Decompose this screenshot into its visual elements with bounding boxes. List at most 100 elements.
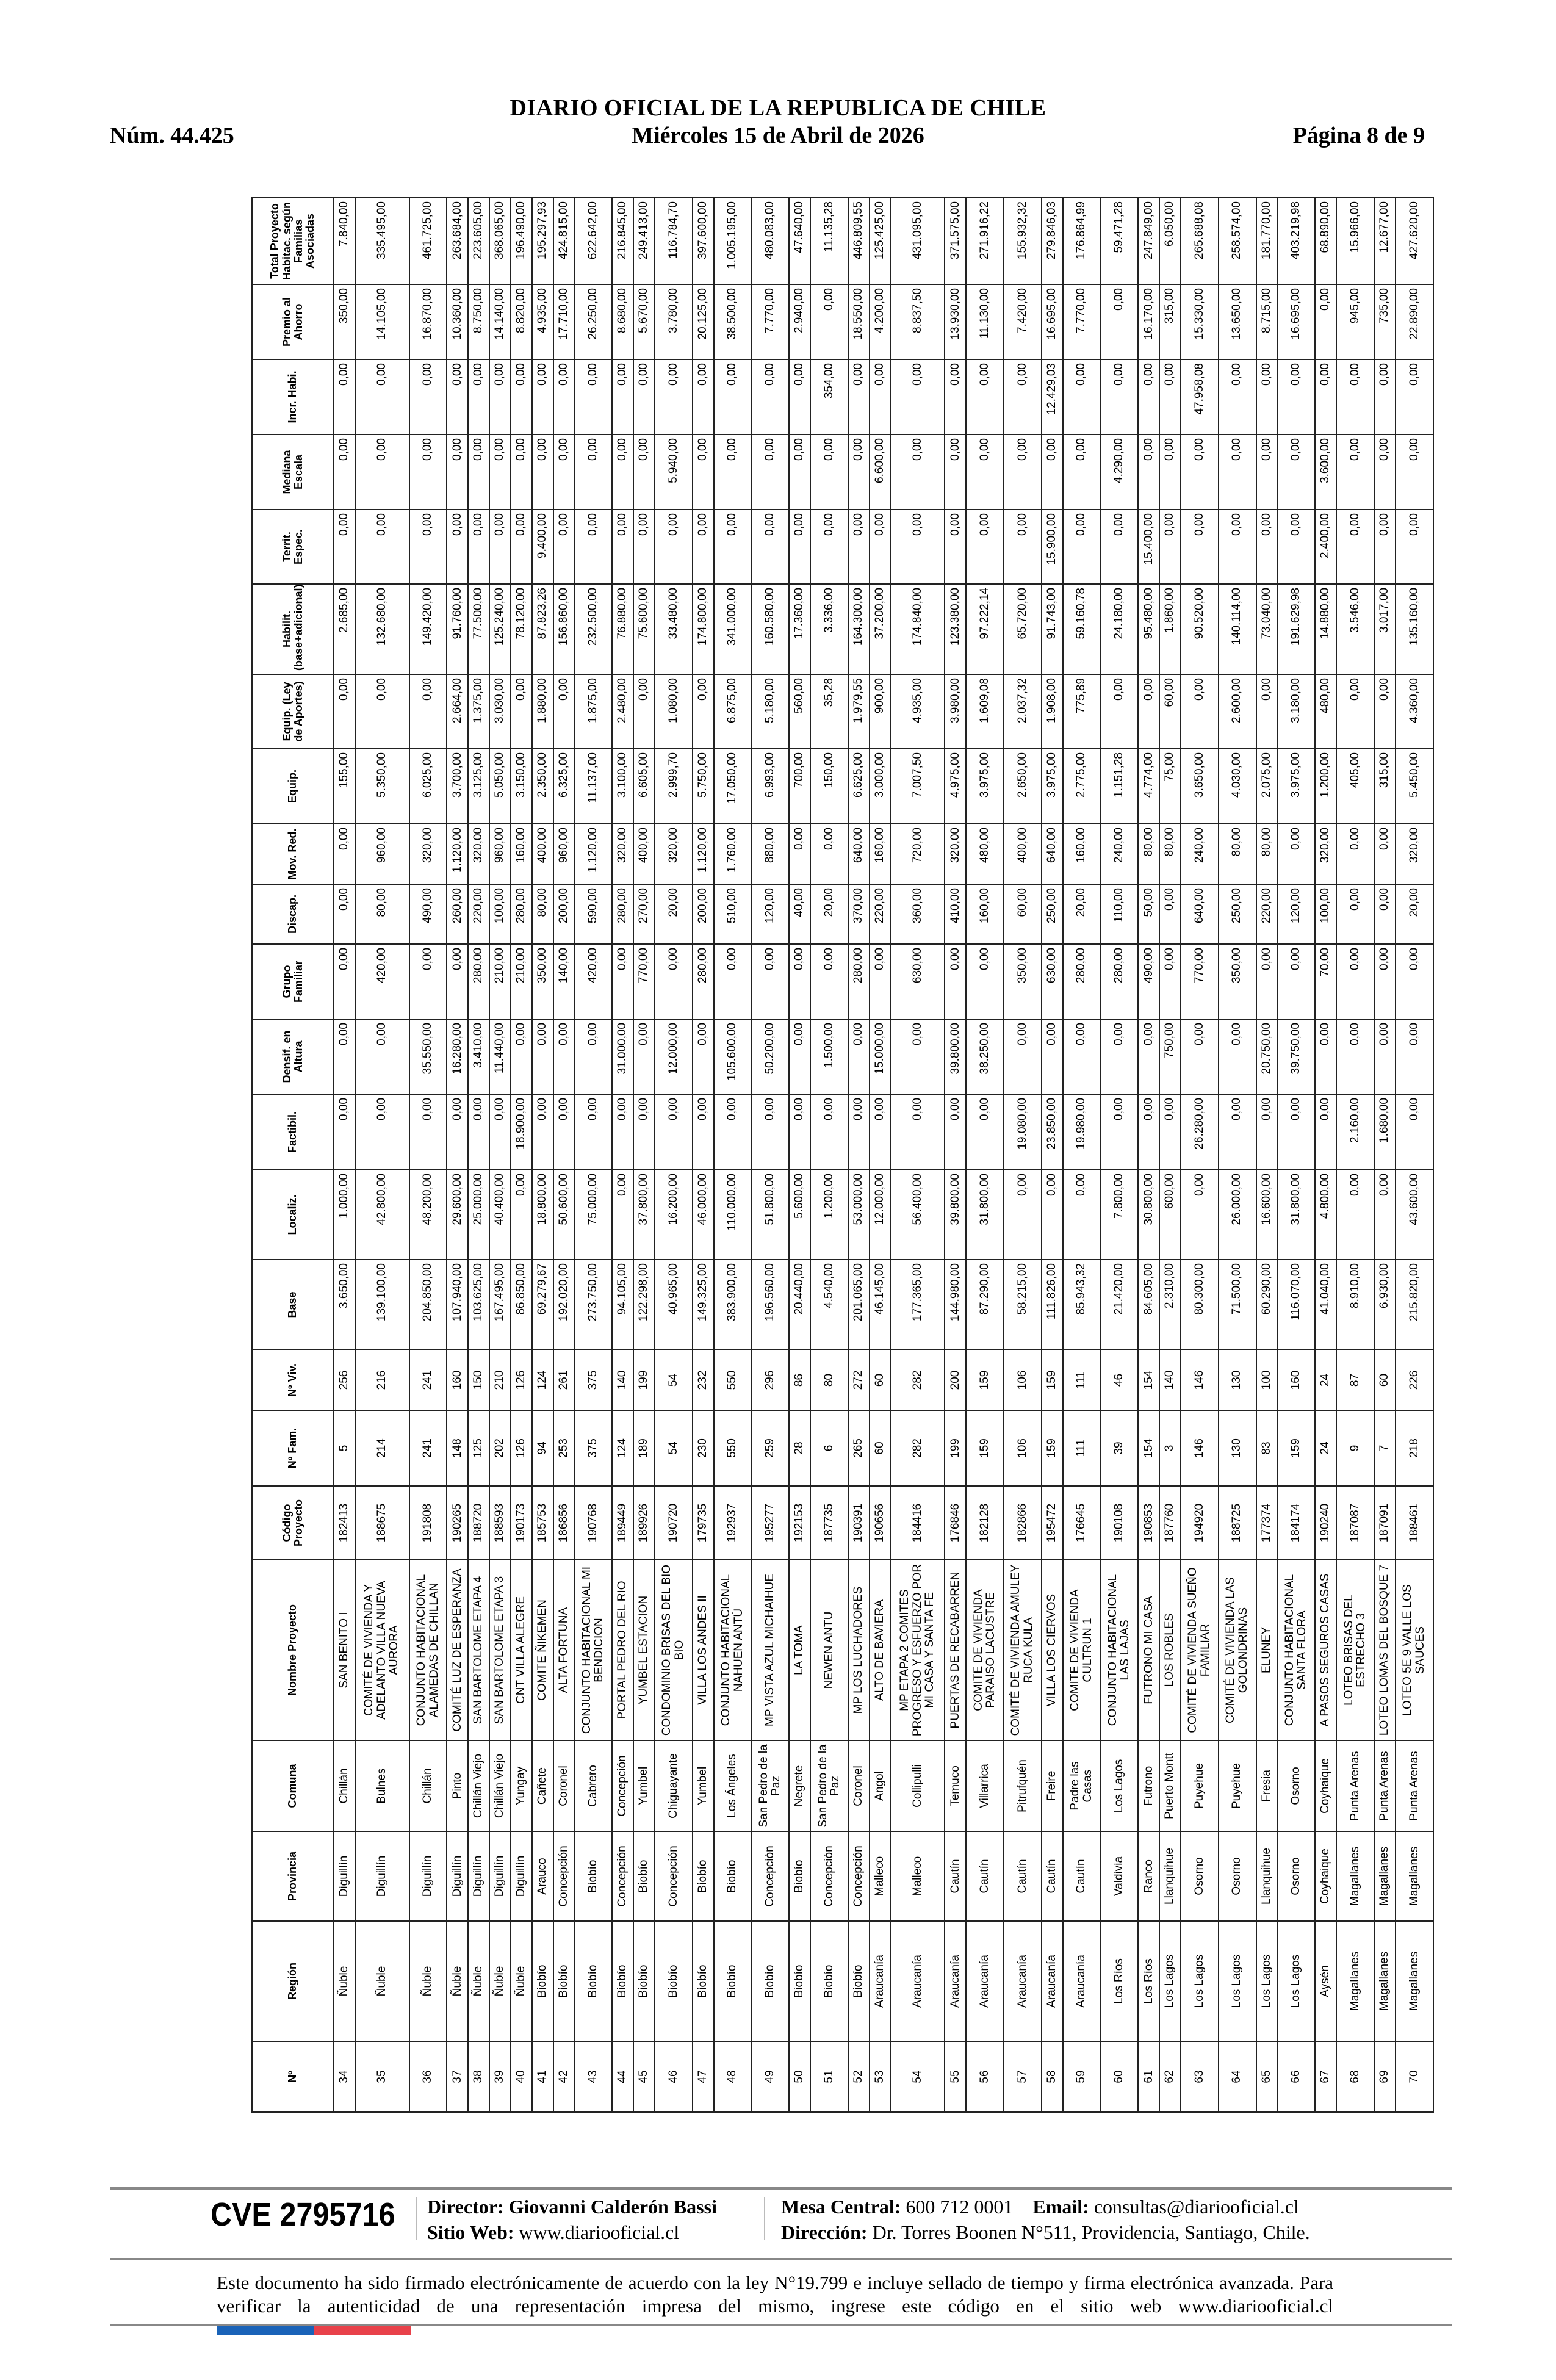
cell-equip-ley-aportes: 0,00 [510,674,532,749]
cell-n-viv: 86 [789,1350,811,1410]
cell-n: 69 [1374,2041,1396,2112]
cell-incr-habi: 0,00 [1218,359,1256,435]
cell-territ-espec: 2.400,00 [1315,510,1337,584]
cell-provincia: Magallanes [1395,1831,1433,1921]
cell-mov-red: 0,00 [810,824,848,884]
cell-densif-altura: 39.800,00 [945,1019,967,1094]
cell-discap: 370,00 [848,884,870,944]
cell-total-proyecto: 247.849,00 [1138,198,1160,284]
cell-equip: 17.050,00 [713,749,752,824]
cell-territ-espec: 0,00 [655,510,693,584]
cell-n-fam: 259 [751,1410,790,1486]
cell-nombre-proyecto: CONJUNTO HABITACIONAL ALAMEDAS DE CHILLA… [409,1560,447,1740]
cell-localiz: 56.400,00 [890,1170,945,1260]
cell-grupo-familiar: 0,00 [810,944,848,1019]
cell-n-viv: 100 [1256,1350,1278,1410]
cell-equip: 75,00 [1159,749,1181,824]
cell-total-proyecto: 258.574,00 [1218,198,1256,284]
cell-region: Biobío [633,1921,655,2041]
cell-provincia: Diguillín [447,1831,469,1921]
cell-n: 53 [869,2041,891,2112]
cell-n-fam: 124 [612,1410,634,1486]
table-row: 46 Biobío Concepción Chiguayante CONDOMINIO … [655,198,693,2112]
cell-nombre-proyecto: COMITÉ DE VIVIENDA Y ADELANTO VILLA NUEV… [355,1560,409,1740]
cell-factibil: 0,00 [1218,1094,1256,1170]
cell-equip-ley-aportes: 1.880,00 [531,674,553,749]
cell-localiz: 0,00 [510,1170,532,1260]
cell-region: Ñuble [510,1921,532,2041]
cell-equip: 6.993,00 [751,749,790,824]
address: Dr. Torres Boonen N°511, Providencia, Sa… [872,2221,1310,2243]
cell-factibil: 0,00 [692,1094,714,1170]
cell-localiz: 16.600,00 [1256,1170,1278,1260]
cell-n-viv: 241 [409,1350,447,1410]
cell-premio-ahorro: 7.420,00 [1004,284,1042,359]
cell-n: 34 [334,2041,355,2112]
cell-total-proyecto: 335.495,00 [355,198,409,284]
cell-factibil: 0,00 [810,1094,848,1170]
cell-incr-habi: 0,00 [334,359,355,435]
cell-localiz: 110.000,00 [713,1170,752,1260]
cell-codigo-proyecto: 195277 [751,1486,790,1560]
cell-total-proyecto: 216.845,00 [612,198,634,284]
cell-habilit: 232.500,00 [574,584,613,674]
cell-premio-ahorro: 0,00 [1315,284,1337,359]
cell-mediana-escala: 4.290,00 [1100,435,1139,510]
cell-localiz: 5.600,00 [789,1170,811,1260]
cell-codigo-proyecto: 192153 [789,1486,811,1560]
cell-territ-espec: 0,00 [468,510,490,584]
cell-premio-ahorro: 18.550,00 [848,284,870,359]
cell-incr-habi: 0,00 [510,359,532,435]
cell-mov-red: 0,00 [789,824,811,884]
column-header-densif-altura: Densif. en Altura [252,1019,334,1094]
cell-densif-altura: 0,00 [1374,1019,1396,1094]
cell-premio-ahorro: 16.695,00 [1277,284,1316,359]
cell-equip-ley-aportes: 0,00 [1138,674,1160,749]
cell-factibil: 0,00 [355,1094,409,1170]
cell-habilit: 90.520,00 [1181,584,1219,674]
cell-mov-red: 640,00 [848,824,870,884]
cell-codigo-proyecto: 187087 [1336,1486,1374,1560]
cell-equip: 11.137,00 [574,749,613,824]
email-link[interactable]: consultas@diariooficial.cl [1093,2196,1299,2218]
cell-provincia: Diguillín [334,1831,355,1921]
cell-premio-ahorro: 16.170,00 [1138,284,1160,359]
cell-equip: 6.025,00 [409,749,447,824]
cell-premio-ahorro: 7.770,00 [1062,284,1101,359]
cell-mov-red: 320,00 [1315,824,1337,884]
cell-n-viv: 550 [713,1350,752,1410]
cell-mov-red: 80,00 [1218,824,1256,884]
cell-region: Los Lagos [1181,1921,1219,2041]
cell-equip: 2.650,00 [1004,749,1042,824]
column-header-provincia: Provincia [252,1831,334,1921]
cell-premio-ahorro: 26.250,00 [574,284,613,359]
cell-habilit: 91.760,00 [447,584,469,674]
cell-region: Los Lagos [1277,1921,1316,2041]
cell-discap: 280,00 [510,884,532,944]
cell-n: 66 [1277,2041,1316,2112]
column-header-mov-red: Mov. Red. [252,824,334,884]
cell-total-proyecto: 12.677,00 [1374,198,1396,284]
website-link[interactable]: www.diariooficial.cl [519,2221,680,2243]
cell-mediana-escala: 0,00 [334,435,355,510]
cell-incr-habi: 0,00 [966,359,1004,435]
cell-grupo-familiar: 630,00 [1041,944,1063,1019]
cell-base: 40.965,00 [655,1260,693,1350]
cell-densif-altura: 0,00 [1181,1019,1219,1094]
cell-grupo-familiar: 420,00 [574,944,613,1019]
cell-incr-habi: 0,00 [1277,359,1316,435]
cell-grupo-familiar: 0,00 [1374,944,1396,1019]
cell-densif-altura: 31.000,00 [612,1019,634,1094]
cell-discap: 80,00 [531,884,553,944]
cell-equip: 3.000,00 [869,749,891,824]
cell-premio-ahorro: 17.710,00 [553,284,575,359]
cell-n-viv: 87 [1336,1350,1374,1410]
cell-equip-ley-aportes: 0,00 [1256,674,1278,749]
cell-nombre-proyecto: COMITÉ DE VIVIENDA SUEÑO FAMILIAR [1181,1560,1219,1740]
cell-territ-espec: 0,00 [751,510,790,584]
cell-region: Biobío [848,1921,870,2041]
cell-factibil: 0,00 [751,1094,790,1170]
column-header-localiz: Localiz. [252,1170,334,1260]
cell-habilit: 77.500,00 [468,584,490,674]
cell-factibil: 0,00 [1100,1094,1139,1170]
